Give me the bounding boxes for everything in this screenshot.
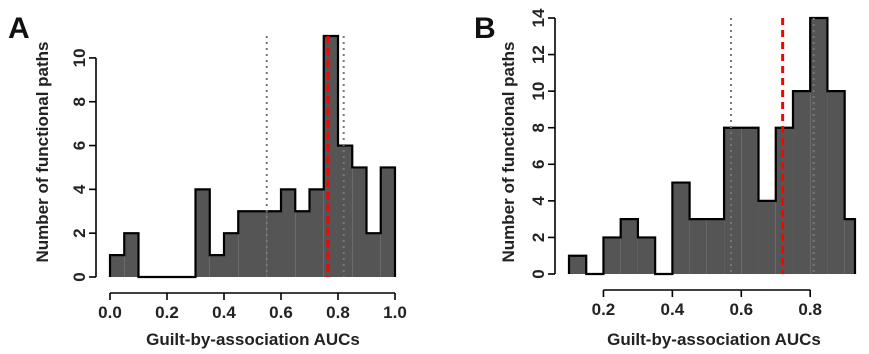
y-tick-label: 10	[70, 48, 89, 67]
histogram-bar	[792, 91, 811, 275]
histogram-bar	[844, 219, 855, 274]
x-tick-label: 1.0	[383, 303, 407, 322]
panel-a: A 0.0 0.2 0.4 0.6 0.8 1.0 0 2 4 6 8 10 Guilt-by-ass…	[8, 12, 407, 349]
x-tick-label: 0.6	[269, 303, 293, 322]
histogram-bar	[110, 255, 125, 277]
y-tick-label: 6	[529, 160, 548, 169]
histogram-bar	[758, 200, 776, 274]
x-tick-label: 0.4	[661, 300, 685, 319]
histogram-bar	[775, 127, 793, 274]
y-tick-label: 2	[70, 228, 89, 237]
histogram-bar	[620, 219, 638, 274]
histogram-bar	[380, 167, 395, 277]
y-tick-label: 2	[529, 233, 548, 242]
y-tick-label: 6	[70, 141, 89, 150]
histogram-plot: 0.2 0.4 0.6 0.8 0 2 4 6 8 10 12 14	[529, 8, 857, 319]
histogram-bar	[224, 233, 239, 277]
histogram-outline	[567, 16, 857, 276]
y-tick-label: 8	[70, 97, 89, 106]
histogram-plot: 0.0 0.2 0.4 0.6 0.8 1.0 0 2 4 6 8 10	[70, 34, 407, 322]
y-tick-label: 14	[529, 8, 548, 27]
histogram-bar	[238, 211, 253, 277]
histogram-bar	[827, 91, 845, 275]
y-tick-label: 4	[70, 184, 89, 194]
histogram-bar	[741, 127, 759, 274]
histogram-bar	[366, 233, 381, 277]
panel-letter: B	[474, 12, 496, 45]
histogram-bar	[672, 182, 690, 274]
histogram-bar	[569, 255, 587, 274]
histogram-bar	[323, 36, 338, 277]
histogram-bar	[352, 167, 367, 277]
histogram-bar	[724, 127, 742, 274]
x-tick-label: 0.4	[212, 303, 236, 322]
panel-letter: A	[8, 12, 30, 45]
x-axis-title: Guilt-by-association AUCs	[146, 330, 360, 349]
y-tick-label: 10	[529, 82, 548, 101]
x-tick-label: 0.2	[592, 300, 616, 319]
y-tick-label: 4	[529, 196, 548, 206]
y-tick-label: 12	[529, 45, 548, 64]
histogram-bar	[195, 189, 210, 277]
histogram-bar	[295, 211, 310, 277]
x-tick-label: 0.0	[98, 303, 122, 322]
histogram-bar	[706, 219, 725, 274]
x-tick-label: 0.8	[326, 303, 350, 322]
y-tick-label: 0	[529, 269, 548, 278]
histogram-bar	[252, 211, 267, 277]
y-axis-title: Number of functional paths	[33, 42, 52, 263]
histogram-bar	[124, 233, 139, 277]
histogram-bar	[603, 237, 621, 274]
histogram-bar	[209, 255, 224, 277]
x-axis-title: Guilt-by-association AUCs	[607, 330, 821, 349]
histogram-bar	[637, 237, 656, 274]
histogram-bar	[309, 189, 324, 277]
y-axis-title: Number of functional paths	[499, 42, 518, 263]
histogram-bar	[689, 219, 707, 274]
y-tick-label: 8	[529, 123, 548, 132]
histogram-bar	[281, 189, 296, 277]
panel-b: B 0.2 0.4 0.6 0.8 0 2 4 6 8 10 12 14 Guilt-by-assoc…	[474, 8, 857, 349]
histogram-bar	[266, 211, 281, 277]
x-tick-label: 0.6	[729, 300, 753, 319]
x-tick-label: 0.2	[155, 303, 179, 322]
x-tick-label: 0.8	[798, 300, 822, 319]
y-tick-label: 0	[70, 272, 89, 281]
histogram-bar	[338, 145, 353, 277]
